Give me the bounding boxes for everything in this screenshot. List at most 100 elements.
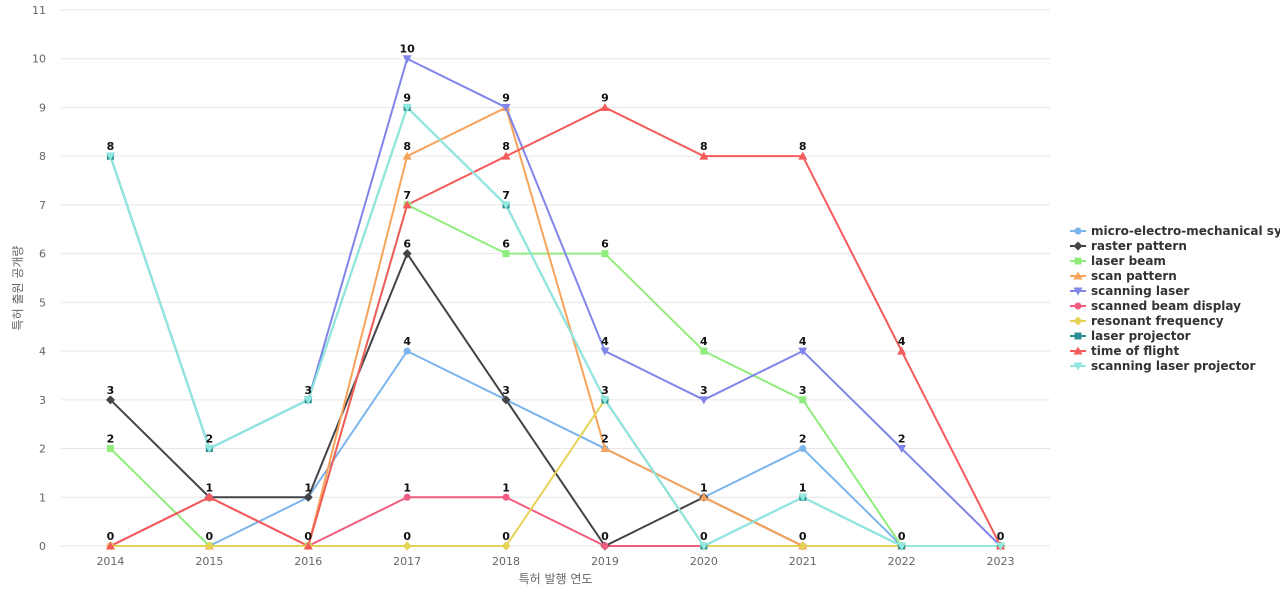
x-axis-title: 특허 발행 연도 xyxy=(519,571,593,586)
data-label: 0 xyxy=(799,530,807,543)
series-markers xyxy=(105,55,1006,551)
legend-label: scanning laser xyxy=(1091,284,1189,298)
data-label: 8 xyxy=(107,140,115,153)
data-label: 10 xyxy=(399,43,415,56)
series-line xyxy=(109,203,1001,547)
data-label: 8 xyxy=(502,140,510,153)
data-label: 2 xyxy=(601,433,609,446)
series-line xyxy=(110,106,1002,547)
data-label: 4 xyxy=(700,335,708,348)
series-lines xyxy=(109,57,1002,547)
x-tick-label: 2018 xyxy=(492,555,520,568)
data-label: 0 xyxy=(997,530,1005,543)
data-label: 0 xyxy=(403,530,411,543)
series-marker xyxy=(502,250,510,258)
data-label: 1 xyxy=(502,481,510,494)
series-marker xyxy=(501,541,511,551)
series-marker xyxy=(1074,227,1082,235)
series-marker xyxy=(501,201,511,210)
x-tick-label: 2014 xyxy=(96,555,124,568)
y-tick-label: 11 xyxy=(32,4,46,17)
series-marker xyxy=(600,347,610,356)
data-label: 1 xyxy=(403,481,411,494)
x-tick-label: 2023 xyxy=(987,555,1015,568)
data-label: 3 xyxy=(107,384,115,397)
legend-item[interactable]: scanning laser xyxy=(1070,284,1189,298)
data-label: 2 xyxy=(799,433,807,446)
legend-item[interactable]: scanned beam display xyxy=(1070,299,1241,313)
y-axis-title: 특허 출원 공개량 xyxy=(11,246,25,331)
data-label: 4 xyxy=(601,335,609,348)
data-label: 3 xyxy=(304,384,312,397)
data-label: 1 xyxy=(304,481,312,494)
x-tick-label: 2015 xyxy=(195,555,223,568)
y-tick-label: 0 xyxy=(39,540,46,553)
data-label: 3 xyxy=(799,384,807,397)
legend-item[interactable]: laser projector xyxy=(1070,329,1191,343)
legend-item[interactable]: time of flight xyxy=(1070,344,1179,358)
series-marker xyxy=(600,396,610,405)
x-tick-label: 2022 xyxy=(888,555,916,568)
legend: micro-electro-mechanical sy...raster pat… xyxy=(1070,224,1280,373)
series-marker xyxy=(1074,332,1082,340)
legend-item[interactable]: micro-electro-mechanical sy... xyxy=(1070,224,1280,238)
data-label: 8 xyxy=(403,140,411,153)
y-tick-label: 3 xyxy=(39,394,46,407)
series-marker xyxy=(1073,362,1083,371)
legend-label: laser projector xyxy=(1091,329,1191,343)
y-axis-ticks: 0 1 2 3 4 5 6 7 8 9 10 11 xyxy=(32,4,46,553)
y-tick-label: 9 xyxy=(39,101,46,114)
series-marker xyxy=(204,541,214,551)
data-label: 6 xyxy=(403,238,411,251)
series-line xyxy=(109,106,1001,547)
data-label: 0 xyxy=(206,530,214,543)
legend-label: scanning laser projector xyxy=(1091,359,1256,373)
series-marker xyxy=(303,541,313,550)
data-label: 3 xyxy=(502,384,510,397)
series-marker xyxy=(601,250,609,258)
series-marker xyxy=(1073,241,1083,251)
x-tick-label: 2021 xyxy=(789,555,817,568)
series-marker xyxy=(402,55,412,64)
series-marker xyxy=(402,200,412,209)
legend-item[interactable]: scan pattern xyxy=(1070,269,1177,283)
y-tick-label: 5 xyxy=(39,296,46,309)
legend-item[interactable]: scanning laser projector xyxy=(1070,359,1256,373)
series-marker xyxy=(501,103,511,112)
series-marker xyxy=(798,347,808,356)
data-label: 3 xyxy=(601,384,609,397)
data-label: 7 xyxy=(403,189,411,202)
legend-item[interactable]: resonant frequency xyxy=(1070,314,1224,328)
data-label: 4 xyxy=(799,335,807,348)
series-marker xyxy=(402,151,412,160)
data-label: 1 xyxy=(700,481,708,494)
data-label: 8 xyxy=(799,140,807,153)
x-tick-label: 2020 xyxy=(690,555,718,568)
data-label: 1 xyxy=(206,481,214,494)
data-label: 0 xyxy=(601,530,609,543)
data-label: 9 xyxy=(502,91,510,104)
series-line xyxy=(110,496,1001,547)
legend-item[interactable]: raster pattern xyxy=(1070,239,1187,253)
data-label: 6 xyxy=(502,238,510,251)
series-marker xyxy=(1073,287,1083,296)
legend-item[interactable]: laser beam xyxy=(1070,254,1166,268)
legend-label: scanned beam display xyxy=(1091,299,1241,313)
data-label: 6 xyxy=(601,238,609,251)
series-line xyxy=(110,398,1001,547)
series-marker xyxy=(700,347,708,355)
series-marker xyxy=(699,542,709,551)
data-label: 0 xyxy=(304,530,312,543)
series-marker xyxy=(402,249,412,259)
series-marker xyxy=(204,445,214,454)
series-marker xyxy=(501,151,511,160)
data-label: 0 xyxy=(898,530,906,543)
series-marker xyxy=(996,542,1006,551)
data-label: 0 xyxy=(107,530,115,543)
series-marker xyxy=(402,103,412,112)
legend-label: resonant frequency xyxy=(1091,314,1224,328)
data-label: 0 xyxy=(700,530,708,543)
x-axis-ticks: 2014 2015 2016 2017 2018 2019 2020 2021 2022 2023 xyxy=(96,555,1014,568)
data-label: 1 xyxy=(799,481,807,494)
